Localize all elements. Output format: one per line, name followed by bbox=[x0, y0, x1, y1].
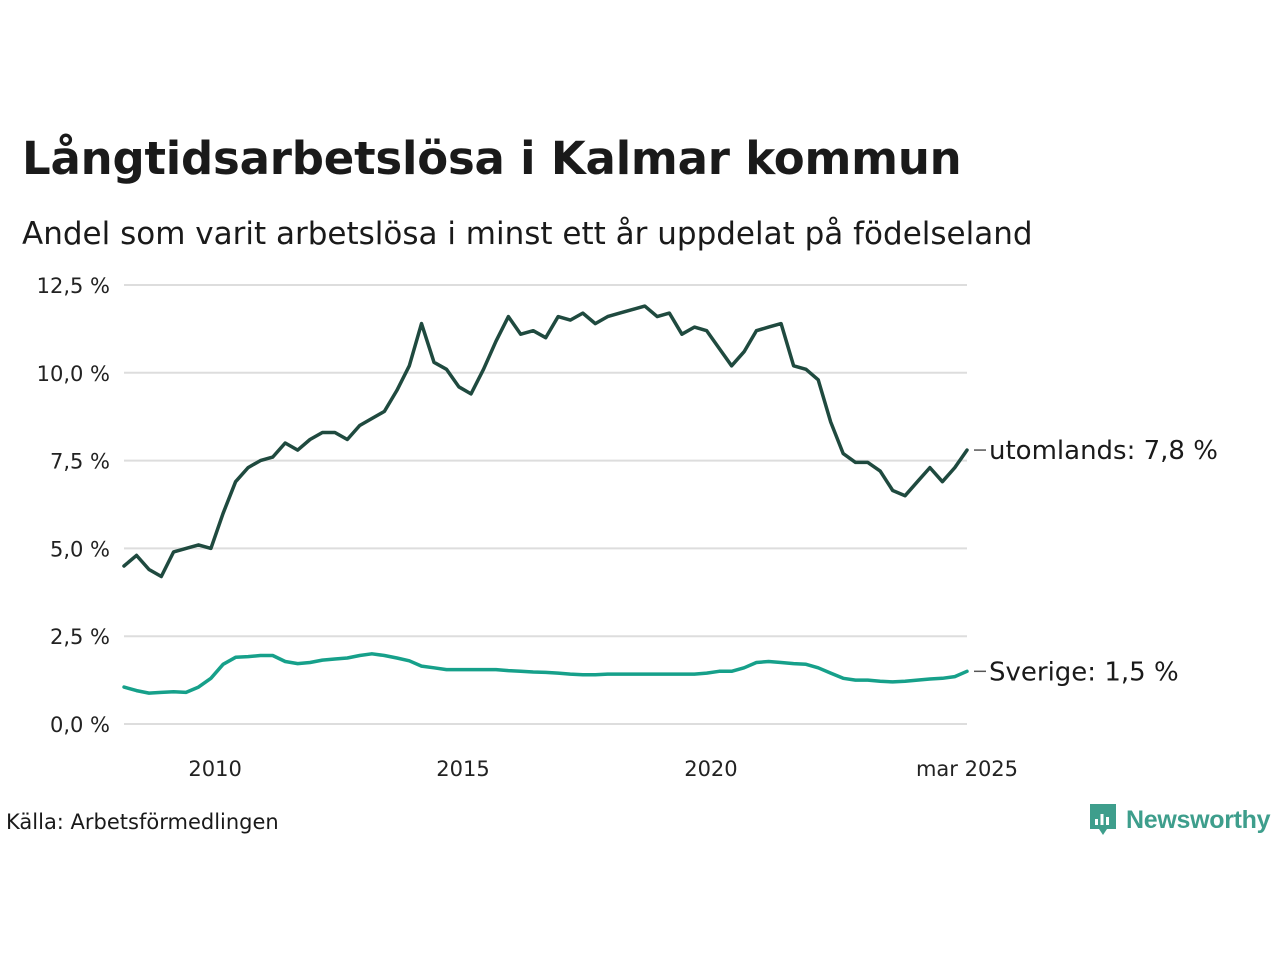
y-tick-label: 2,5 % bbox=[50, 625, 110, 649]
y-tick-label: 0,0 % bbox=[50, 713, 110, 737]
chart-subtitle: Andel som varit arbetslösa i minst ett å… bbox=[22, 216, 1033, 252]
end-label-utomlands: utomlands: 7,8 % bbox=[989, 436, 1218, 466]
chart-title: Långtidsarbetslösa i Kalmar kommun bbox=[22, 132, 962, 185]
y-axis-ticks: 0,0 % 2,5 % 5,0 % 7,5 % 10,0 % 12,5 % bbox=[37, 274, 110, 737]
x-tick-label: 2010 bbox=[188, 757, 241, 781]
y-tick-label: 12,5 % bbox=[37, 274, 110, 298]
line-chart: 0,0 %2,5 %5,0 %7,5 %10,0 %12,5 % 2010 201… bbox=[37, 274, 1218, 781]
brand-name: Newsworthy bbox=[1126, 805, 1271, 834]
brand-logo: Newsworthy bbox=[1088, 802, 1271, 838]
newsworthy-logo-icon bbox=[1090, 804, 1116, 835]
end-label-sverige: Sverige: 1,5 % bbox=[989, 657, 1179, 687]
gridlines bbox=[124, 284, 967, 725]
x-tick-label: 2020 bbox=[684, 757, 737, 781]
y-tick-label: 5,0 % bbox=[50, 537, 110, 561]
series-line-sverige bbox=[122, 652, 969, 695]
x-tick-label: mar 2025 bbox=[916, 757, 1018, 781]
series-lines bbox=[122, 304, 969, 695]
y-tick-label: 7,5 % bbox=[50, 450, 110, 474]
series-line-utomlands bbox=[122, 304, 969, 579]
source-note: Källa: Arbetsförmedlingen bbox=[6, 810, 279, 834]
y-tick-label: 10,0 % bbox=[37, 362, 110, 386]
x-tick-label: 2015 bbox=[436, 757, 489, 781]
series-end-labels: utomlands: 7,8 % Sverige: 1,5 % bbox=[974, 436, 1218, 687]
x-axis-ticks: 2010 2015 2020 mar 2025 bbox=[188, 757, 1018, 781]
